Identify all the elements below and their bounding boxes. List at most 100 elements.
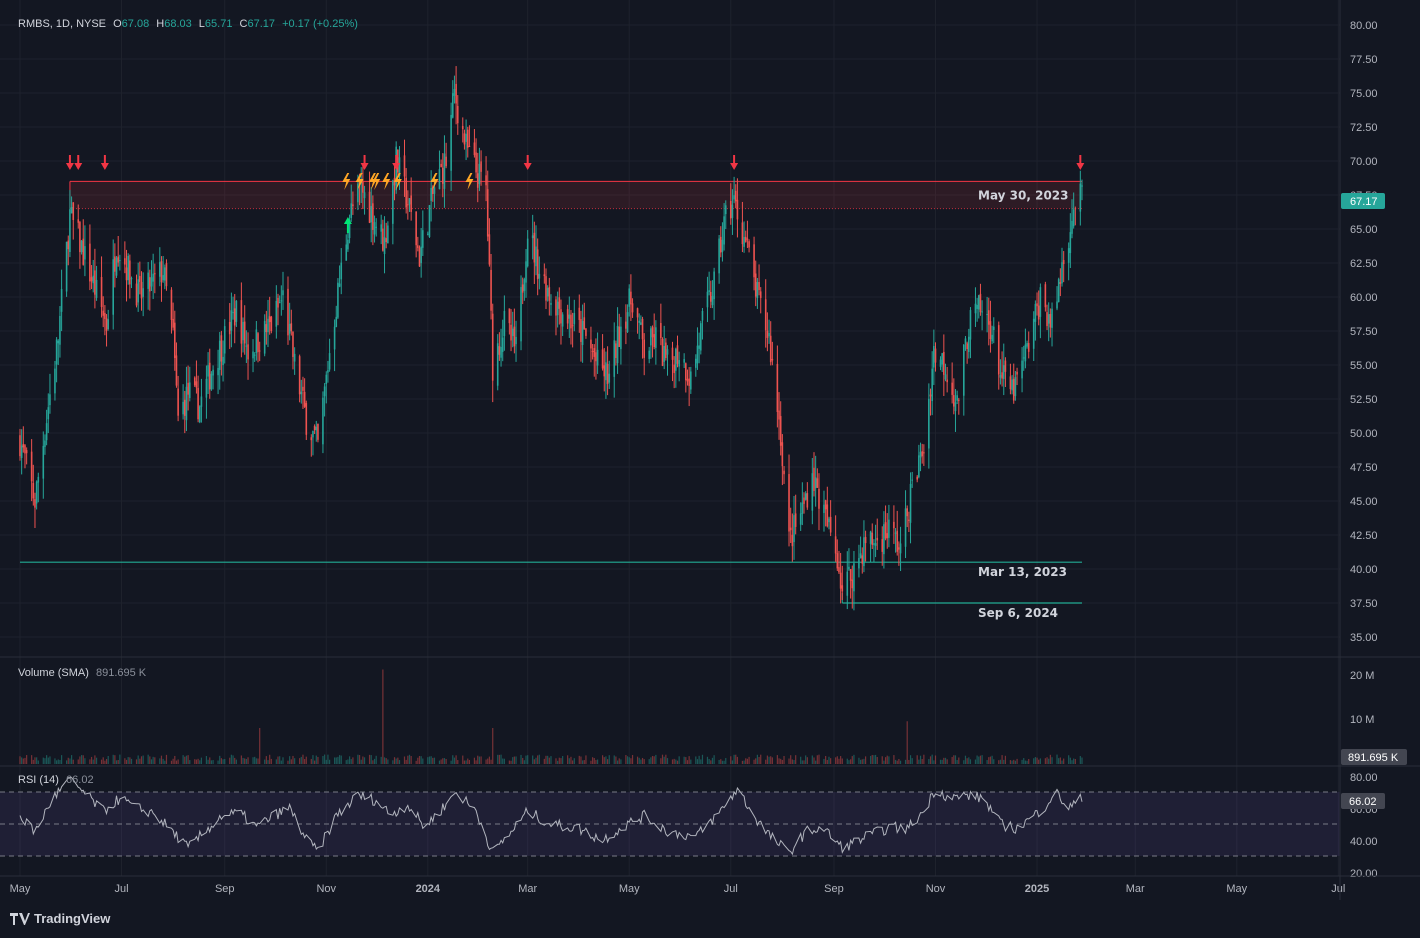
candle-body — [277, 297, 279, 308]
volume-bar — [641, 757, 644, 764]
candle-body — [501, 337, 504, 352]
down-arrow-icon — [100, 155, 109, 170]
candle-body — [173, 322, 176, 358]
volume-bar — [1061, 760, 1063, 764]
volume-bar — [65, 760, 68, 764]
open-value: 67.08 — [121, 18, 150, 30]
candle-body — [1051, 308, 1053, 328]
candle-body — [1032, 318, 1035, 349]
candle-body — [315, 426, 318, 431]
candle-body — [420, 246, 422, 264]
volume-bar — [89, 759, 91, 764]
volume-bar — [718, 759, 720, 764]
candle-body — [210, 373, 213, 390]
candle-body — [953, 395, 955, 407]
candle-body — [337, 282, 339, 318]
volume-bar — [220, 758, 223, 764]
volume-bar — [337, 756, 339, 764]
volume-bar — [909, 755, 912, 764]
volume-bar — [1079, 756, 1081, 764]
candle-body — [806, 492, 809, 508]
volume-bar — [593, 757, 595, 764]
candle-body — [253, 354, 256, 356]
high-value: 68.03 — [164, 18, 192, 30]
volume-bar — [135, 759, 138, 764]
volume-bar — [1003, 759, 1005, 764]
volume-bar — [964, 755, 967, 764]
volume-bar — [242, 757, 244, 764]
candle-body — [969, 310, 972, 340]
candle-body — [601, 349, 604, 369]
volume-bar — [640, 759, 642, 764]
candle-body — [35, 481, 38, 504]
candle-body — [468, 145, 471, 147]
volume-bar — [567, 755, 569, 764]
volume-bar — [636, 756, 639, 764]
candle-body — [824, 500, 827, 510]
candle-body — [205, 378, 208, 398]
candle-body — [445, 156, 447, 167]
volume-bar — [741, 760, 744, 764]
down-arrow-icon — [1076, 155, 1085, 170]
volume-bar — [257, 758, 259, 764]
volume-bar — [289, 756, 291, 764]
volume-bar — [95, 757, 98, 764]
candle-body — [933, 346, 935, 368]
volume-bar — [22, 758, 24, 764]
volume-bar — [498, 754, 500, 764]
volume-bar — [77, 759, 79, 764]
volume-bar — [666, 758, 669, 764]
volume-bar — [713, 755, 715, 764]
candle-body — [1061, 262, 1063, 284]
candle-body — [1002, 365, 1005, 379]
candle-body — [690, 371, 692, 390]
candle-body — [626, 312, 629, 332]
candle-body — [906, 508, 909, 517]
price-tick: 65.00 — [1350, 224, 1378, 236]
candle-body — [208, 362, 211, 390]
candle-body — [977, 295, 980, 310]
candle-body — [370, 206, 373, 223]
symbol-label[interactable]: RMBS, 1D, NYSE — [18, 18, 107, 30]
volume-bar — [911, 758, 913, 764]
tradingview-logo[interactable]: TradingView — [10, 911, 110, 926]
price-tick: 47.50 — [1350, 462, 1378, 474]
candle-body — [59, 315, 61, 345]
volume-bar — [791, 759, 793, 764]
volume-bar — [129, 757, 131, 764]
candle-body — [340, 262, 343, 280]
candle-body — [813, 467, 815, 491]
candle-body — [100, 276, 103, 308]
rsi-label[interactable]: RSI (14) — [18, 774, 59, 786]
price-tick: 57.50 — [1350, 326, 1378, 338]
volume-bar — [59, 759, 61, 764]
time-axis[interactable]: May Jul Sep Nov 2024 Mar May Jul Sep Nov 2025 Mar Ma… — [10, 883, 1346, 895]
candle-body — [235, 300, 238, 322]
candle-body — [20, 445, 23, 458]
candle-body — [766, 330, 769, 338]
volume-bar — [861, 759, 863, 764]
volume-label[interactable]: Volume (SMA) — [18, 667, 89, 679]
volume-bar — [582, 760, 584, 764]
price-tick: 55.00 — [1350, 360, 1378, 372]
candle-body — [247, 344, 249, 360]
volume-bar — [906, 721, 908, 764]
volume-bar — [720, 759, 722, 764]
price-axis[interactable]: 80.0077.5075.0072.5070.0067.5065.0062.50… — [1350, 20, 1378, 644]
candle-body — [869, 531, 872, 544]
volume-bar — [550, 756, 552, 764]
volume-bar — [605, 756, 607, 764]
volume-value: 891.695 K — [95, 667, 147, 679]
volume-bar — [510, 760, 512, 764]
volume-bar — [197, 758, 199, 764]
volume-bar — [222, 759, 224, 764]
candle-body — [185, 386, 188, 421]
candle-body — [523, 279, 526, 291]
rsi-tick: 40.00 — [1350, 836, 1378, 848]
volume-bar — [430, 756, 432, 764]
volume-bar — [790, 755, 792, 764]
candle-body — [230, 310, 233, 331]
candle-body — [839, 572, 842, 589]
candle-body — [886, 533, 889, 539]
